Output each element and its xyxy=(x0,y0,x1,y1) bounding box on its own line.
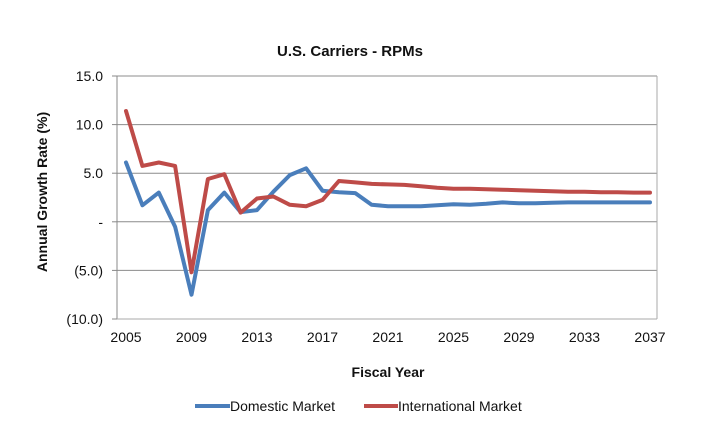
series-line-international xyxy=(124,109,652,275)
y-tick-label: 5.0 xyxy=(84,165,104,181)
x-tick-label: 2009 xyxy=(176,329,207,345)
series-group xyxy=(124,109,652,297)
x-tick-label: 2029 xyxy=(503,329,534,345)
y-tick-label: (5.0) xyxy=(74,262,103,278)
y-tick-label: (10.0) xyxy=(66,311,103,327)
y-tick-label: 15.0 xyxy=(76,68,103,84)
y-axis-ticks: 15.0 10.0 5.0 - (5.0) (10.0) xyxy=(66,68,117,327)
y-tick-label: - xyxy=(98,214,103,230)
x-axis-title: Fiscal Year xyxy=(352,364,425,380)
x-tick-label: 2025 xyxy=(438,329,469,345)
x-axis-ticks: 2005 2009 2013 2017 2021 2025 2029 2033 2037 xyxy=(110,329,665,345)
x-tick-label: 2017 xyxy=(307,329,338,345)
chart-title: U.S. Carriers - RPMs xyxy=(277,43,423,60)
legend-label-international: International Market xyxy=(398,398,522,414)
series-line-domestic xyxy=(124,160,652,297)
legend: Domestic Market International Market xyxy=(195,398,522,414)
x-tick-label: 2005 xyxy=(110,329,141,345)
x-tick-label: 2037 xyxy=(634,329,665,345)
x-tick-label: 2013 xyxy=(241,329,272,345)
y-tick-label: 10.0 xyxy=(76,117,103,133)
x-tick-label: 2021 xyxy=(372,329,403,345)
y-axis-title: Annual Growth Rate (%) xyxy=(34,112,50,272)
x-tick-label: 2033 xyxy=(569,329,600,345)
legend-label-domestic: Domestic Market xyxy=(230,398,335,414)
